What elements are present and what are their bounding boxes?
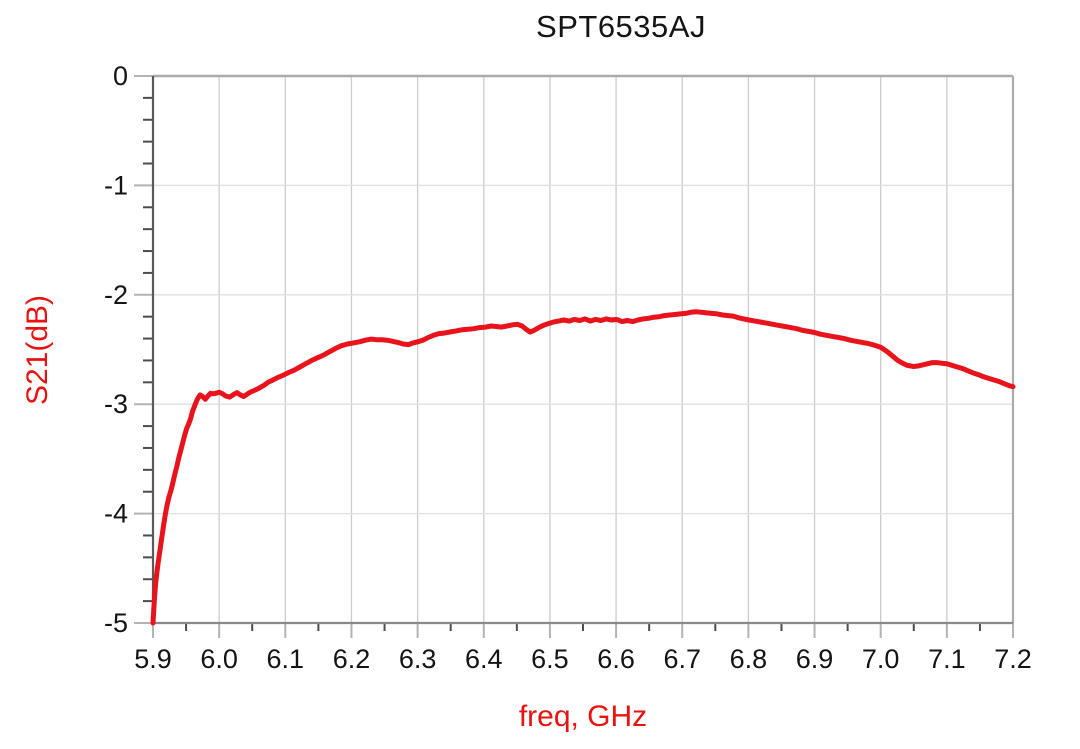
x-tick-label: 6.0 bbox=[200, 644, 238, 674]
x-tick-label: 6.7 bbox=[663, 644, 701, 674]
y-tick-label: -5 bbox=[104, 608, 128, 638]
y-tick-label: -3 bbox=[104, 389, 128, 419]
x-tick-label: 6.4 bbox=[465, 644, 503, 674]
x-tick-label: 6.1 bbox=[267, 644, 305, 674]
s21-trace bbox=[150, 309, 1016, 626]
y-tick-label: -4 bbox=[104, 499, 128, 529]
x-tick-label: 6.8 bbox=[730, 644, 768, 674]
y-tick-labels: 0 -1 -2 -3 -4 -5 bbox=[104, 61, 128, 638]
y-tick-label: -1 bbox=[104, 170, 128, 200]
axis-ticks bbox=[134, 75, 1014, 638]
y-tick-label: 0 bbox=[113, 61, 128, 91]
y-tick-label: -2 bbox=[104, 280, 128, 310]
x-tick-label: 7.2 bbox=[994, 644, 1032, 674]
plot-frame bbox=[151, 74, 1015, 625]
x-tick-label: 7.0 bbox=[862, 644, 900, 674]
x-tick-label: 6.2 bbox=[333, 644, 371, 674]
y-axis-title: S21(dB) bbox=[21, 294, 54, 406]
x-tick-label: 6.6 bbox=[597, 644, 635, 674]
x-tick-label: 7.1 bbox=[928, 644, 966, 674]
x-tick-label: 6.5 bbox=[531, 644, 569, 674]
x-tick-label: 6.3 bbox=[399, 644, 437, 674]
x-tick-label: 6.9 bbox=[796, 644, 834, 674]
x-tick-labels: 5.9 6.0 6.1 6.2 6.3 6.4 6.5 6.6 6.7 6.8 6.9 7.0 7.1 7… bbox=[134, 644, 1032, 674]
x-tick-label: 5.9 bbox=[134, 644, 172, 674]
x-axis-title: freq, GHz bbox=[518, 700, 648, 733]
chart-title: SPT6535AJ bbox=[536, 9, 706, 44]
